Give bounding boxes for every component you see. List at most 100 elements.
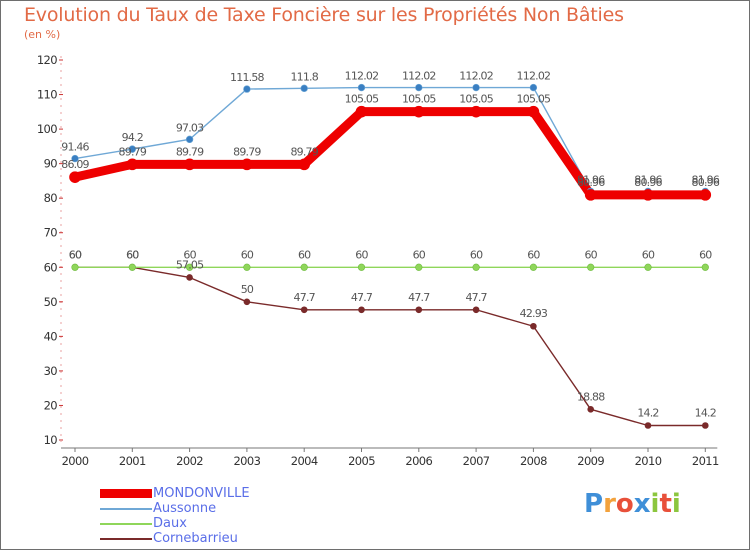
logo-letter: i bbox=[671, 489, 681, 519]
daux-data-label: 60 bbox=[413, 248, 426, 261]
daux-data-label: 60 bbox=[126, 248, 139, 261]
y-tick-label: 70 bbox=[44, 226, 58, 240]
daux-point bbox=[243, 263, 251, 271]
daux-data-label: 60 bbox=[183, 248, 196, 261]
aussonne-data-label: 112.02 bbox=[459, 70, 493, 83]
legend-item-daux: Daux bbox=[100, 516, 250, 531]
cornebarrieu-point bbox=[243, 298, 251, 306]
logo-letter: o bbox=[615, 489, 634, 519]
mondonville-point bbox=[527, 105, 540, 118]
mondonville-point bbox=[126, 158, 139, 171]
aussonne-point bbox=[300, 84, 308, 93]
x-tick-label: 2011 bbox=[692, 454, 719, 468]
daux-data-label: 60 bbox=[69, 248, 82, 261]
x-tick-label: 2009 bbox=[577, 454, 604, 468]
daux-point bbox=[644, 263, 652, 271]
mondonville-point bbox=[412, 105, 425, 118]
cornebarrieu-point bbox=[358, 306, 365, 314]
cornebarrieu-data-label: 60 bbox=[126, 248, 139, 261]
daux-point bbox=[128, 263, 136, 271]
x-tick-label: 2000 bbox=[62, 454, 89, 468]
aussonne-data-label: 97.03 bbox=[176, 121, 204, 134]
x-tick-label: 2005 bbox=[348, 454, 375, 468]
x-tick-label: 2007 bbox=[463, 454, 490, 468]
mondonville-data-label: 89.79 bbox=[290, 145, 318, 158]
aussonne-point bbox=[128, 145, 137, 153]
legend-swatch-mondonville bbox=[100, 489, 152, 498]
aussonne-data-label: 112.02 bbox=[402, 70, 436, 83]
mondonville-data-label: 89.79 bbox=[233, 145, 261, 158]
y-tick-label: 80 bbox=[44, 191, 58, 205]
mondonville-data-label: 86.09 bbox=[61, 158, 89, 171]
cornebarrieu-data-label: 47.7 bbox=[294, 291, 316, 304]
legend-item-mondonville: MONDONVILLE bbox=[100, 486, 250, 501]
legend-item-cornebarrieu: Cornebarrieu bbox=[100, 531, 250, 546]
logo-letter: i bbox=[650, 489, 660, 519]
cornebarrieu-data-label: 57.05 bbox=[176, 258, 204, 271]
aussonne-point bbox=[185, 135, 194, 144]
mondonville-point bbox=[241, 158, 253, 171]
cornebarrieu-data-label: 47.7 bbox=[408, 291, 430, 304]
mondonville-data-label: 89.79 bbox=[119, 145, 147, 158]
x-tick-label: 2003 bbox=[233, 454, 260, 468]
logo-letter: t bbox=[659, 489, 672, 519]
y-tick-label: 60 bbox=[44, 260, 58, 274]
legend-label-mondonville: MONDONVILLE bbox=[153, 486, 250, 501]
logo-letter: x bbox=[633, 489, 651, 519]
cornebarrieu-data-label: 50 bbox=[241, 283, 254, 296]
aussonne-point bbox=[71, 154, 79, 163]
x-tick-label: 2006 bbox=[405, 454, 432, 468]
chart-title: Evolution du Taux de Taxe Foncière sur l… bbox=[24, 4, 624, 26]
cornebarrieu-point bbox=[644, 422, 652, 429]
x-tick-label: 2004 bbox=[291, 454, 318, 468]
daux-data-label: 60 bbox=[642, 248, 655, 261]
cornebarrieu-point bbox=[415, 306, 423, 314]
legend-label-aussonne: Aussonne bbox=[153, 501, 217, 516]
legend-label-daux: Daux bbox=[153, 516, 187, 531]
daux-point bbox=[529, 263, 538, 271]
daux-data-label: 60 bbox=[699, 248, 712, 261]
mondonville-data-label: 89.79 bbox=[176, 145, 204, 158]
mondonville-data-label: 105.05 bbox=[345, 93, 379, 106]
daux-point bbox=[472, 263, 480, 271]
mondonville-point bbox=[355, 105, 368, 118]
daux-point bbox=[701, 263, 709, 271]
aussonne-data-label: 111.8 bbox=[290, 70, 318, 83]
cornebarrieu-data-label: 42.93 bbox=[520, 307, 548, 320]
mondonville-point bbox=[69, 171, 81, 183]
daux-point bbox=[300, 263, 308, 271]
legend-label-cornebarrieu: Cornebarrieu bbox=[153, 531, 238, 546]
unit-label: (en %) bbox=[24, 28, 61, 41]
daux-data-label: 60 bbox=[527, 248, 540, 261]
aussonne-data-label: 112.02 bbox=[345, 70, 379, 83]
y-tick-label: 50 bbox=[44, 295, 58, 309]
daux-data-label: 60 bbox=[241, 248, 254, 261]
legend: MONDONVILLE Aussonne Daux Cornebarrieu bbox=[100, 486, 250, 546]
logo-letter: P bbox=[584, 489, 604, 519]
mondonville-line bbox=[70, 107, 710, 200]
mondonville-point bbox=[642, 189, 654, 201]
cornebarrieu-data-label: 60 bbox=[69, 248, 82, 261]
legend-swatch-aussonne bbox=[100, 507, 152, 510]
cornebarrieu-point bbox=[186, 274, 193, 281]
daux-point bbox=[357, 263, 366, 271]
mondonville-data-label: 105.05 bbox=[402, 93, 436, 106]
aussonne-data-label: 94.2 bbox=[122, 131, 143, 144]
aussonne-point bbox=[243, 85, 251, 93]
y-tick-label: 40 bbox=[44, 329, 58, 343]
legend-swatch-cornebarrieu bbox=[100, 537, 152, 540]
logo-letter: r bbox=[603, 489, 616, 519]
mondonville-data-label: 80.96 bbox=[577, 176, 605, 189]
cornebarrieu-point bbox=[472, 306, 480, 314]
aussonne-data-label: 91.46 bbox=[61, 141, 89, 154]
legend-item-aussonne: Aussonne bbox=[100, 501, 250, 516]
cornebarrieu-point bbox=[701, 422, 709, 429]
cornebarrieu-line bbox=[74, 266, 706, 427]
y-tick-label: 120 bbox=[37, 53, 57, 67]
cornebarrieu-data-label: 18.88 bbox=[577, 390, 605, 403]
mondonville-data-label: 80.96 bbox=[692, 176, 720, 189]
aussonne-line bbox=[74, 86, 706, 193]
